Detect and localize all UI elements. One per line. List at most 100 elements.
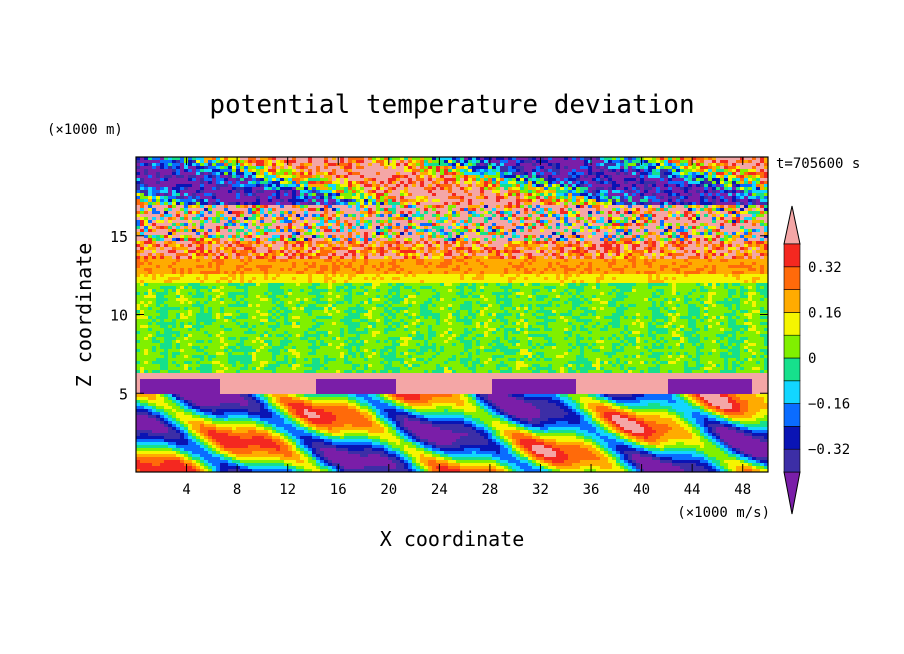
contour-cell <box>360 163 365 167</box>
contour-cell <box>176 163 181 167</box>
contour-cell <box>428 196 433 200</box>
contour-cell <box>240 187 245 191</box>
contour-cell <box>712 190 717 194</box>
contour-cell <box>688 202 693 206</box>
contour-cell <box>520 187 525 191</box>
contour-cell <box>220 163 225 167</box>
contour-cell <box>424 172 429 176</box>
contour-cell <box>556 181 561 185</box>
contour-cell <box>224 193 229 197</box>
contour-cell <box>556 160 561 164</box>
contour-cell <box>152 196 157 200</box>
contour-cell <box>384 178 389 182</box>
contour-cell <box>484 196 489 200</box>
contour-cell <box>268 208 273 212</box>
contour-cell <box>636 208 641 212</box>
contour-cell <box>224 169 229 173</box>
contour-cell <box>656 196 661 200</box>
contour-cell <box>568 208 573 212</box>
contour-cell <box>448 205 453 209</box>
contour-cell <box>268 172 273 176</box>
contour-cell <box>380 208 385 212</box>
contour-cell <box>616 202 621 206</box>
contour-cell <box>144 175 149 179</box>
contour-cell <box>716 202 721 206</box>
contour-cell <box>544 190 549 194</box>
contour-cell <box>412 181 417 185</box>
contour-cell <box>360 208 365 212</box>
contour-cell <box>292 181 297 185</box>
contour-cell <box>688 187 693 191</box>
contour-cell <box>444 190 449 194</box>
contour-cell <box>308 175 313 179</box>
contour-cell <box>192 196 197 200</box>
contour-cell <box>364 199 369 203</box>
contour-cell <box>488 199 493 203</box>
contour-cell <box>712 181 717 185</box>
contour-cell <box>652 178 657 182</box>
contour-cell <box>196 202 201 206</box>
contour-cell <box>316 169 321 173</box>
contour-cell <box>564 163 569 167</box>
contour-cell <box>320 178 325 182</box>
contour-cell <box>380 157 385 161</box>
contour-cell <box>756 160 761 164</box>
contour-cell <box>464 193 469 197</box>
contour-cell <box>340 190 345 194</box>
contour-cell <box>716 184 721 188</box>
contour-cell <box>248 190 253 194</box>
contour-cell <box>536 205 541 209</box>
contour-cell <box>480 190 485 194</box>
contour-cell <box>328 199 333 203</box>
contour-cell <box>552 157 557 161</box>
contour-cell <box>596 181 601 185</box>
contour-cell <box>212 169 217 173</box>
contour-cell <box>336 193 341 197</box>
contour-cell <box>304 199 309 203</box>
contour-cell <box>284 160 289 164</box>
contour-cell <box>448 166 453 170</box>
contour-cell <box>628 199 633 203</box>
contour-cell <box>232 166 237 170</box>
contour-cell <box>608 196 613 200</box>
contour-cell <box>300 157 305 161</box>
contour-cell <box>372 190 377 194</box>
contour-cell <box>432 190 437 194</box>
contour-cell <box>420 208 425 212</box>
contour-cell <box>556 163 561 167</box>
contour-cell <box>660 175 665 179</box>
contour-cell <box>160 208 165 212</box>
contour-cell <box>424 166 429 170</box>
contour-cell <box>252 208 257 212</box>
contour-cell <box>448 172 453 176</box>
contour-cell <box>604 208 609 212</box>
contour-cell <box>476 160 481 164</box>
contour-cell <box>696 205 701 209</box>
contour-cell <box>380 160 385 164</box>
contour-cell <box>372 175 377 179</box>
contour-cell <box>516 172 521 176</box>
contour-cell <box>152 193 157 197</box>
contour-cell <box>528 169 533 173</box>
contour-cell <box>500 196 505 200</box>
contour-cell <box>680 205 685 209</box>
contour-cell <box>148 172 153 176</box>
contour-cell <box>352 187 357 191</box>
contour-cell <box>552 205 557 209</box>
contour-cell <box>224 157 229 161</box>
contour-cell <box>152 175 157 179</box>
contour-cell <box>612 190 617 194</box>
contour-cell <box>460 193 465 197</box>
contour-cell <box>180 160 185 164</box>
contour-cell <box>644 163 649 167</box>
contour-cell <box>248 193 253 197</box>
contour-cell <box>196 205 201 209</box>
contour-cell <box>572 193 577 197</box>
contour-cell <box>624 166 629 170</box>
contour-cell <box>752 169 757 173</box>
contour-cell <box>456 166 461 170</box>
contour-cell <box>516 157 521 161</box>
contour-cell <box>332 166 337 170</box>
contour-cell <box>744 187 749 191</box>
contour-cell <box>364 202 369 206</box>
